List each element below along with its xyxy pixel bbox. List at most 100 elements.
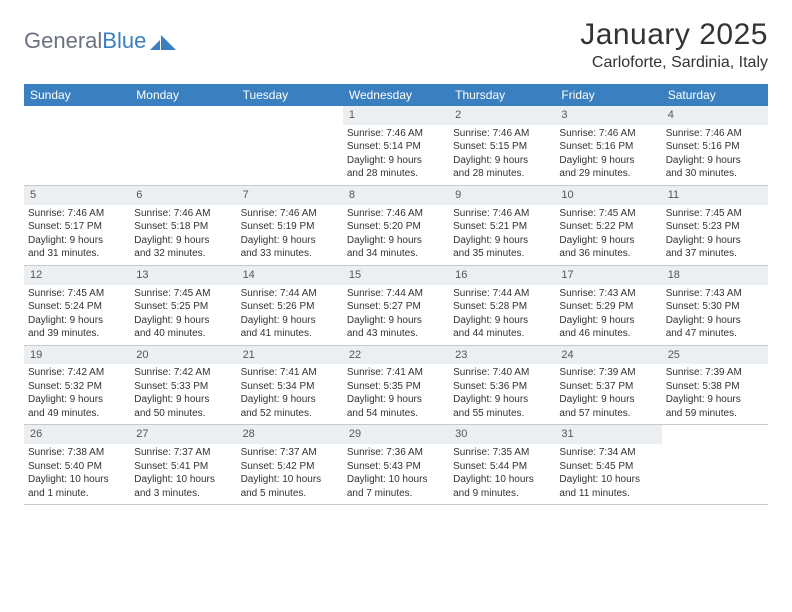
day-info-line: and 3 minutes. [134, 487, 232, 501]
day-info-line: Sunrise: 7:46 AM [241, 207, 339, 221]
day-number: 31 [555, 425, 661, 444]
day-info-line: Sunset: 5:24 PM [28, 300, 126, 314]
day-info-line: Sunset: 5:20 PM [347, 220, 445, 234]
day-info-line: Daylight: 9 hours [453, 314, 551, 328]
day-info-line: Sunset: 5:30 PM [666, 300, 764, 314]
day-info-line: Daylight: 9 hours [28, 393, 126, 407]
day-info-line: and 29 minutes. [559, 167, 657, 181]
day-info-line: and 43 minutes. [347, 327, 445, 341]
day-info-line: and 36 minutes. [559, 247, 657, 261]
day-number: 11 [662, 186, 768, 205]
day-cell [662, 425, 768, 504]
day-info-line: Daylight: 9 hours [28, 314, 126, 328]
day-info-line: Sunset: 5:35 PM [347, 380, 445, 394]
day-info-line: Sunset: 5:18 PM [134, 220, 232, 234]
day-info-line: Daylight: 9 hours [241, 393, 339, 407]
day-info-line: and 30 minutes. [666, 167, 764, 181]
day-info-line: Daylight: 10 hours [347, 473, 445, 487]
day-info-line: Daylight: 9 hours [453, 234, 551, 248]
day-info-line: Daylight: 10 hours [134, 473, 232, 487]
day-number: 10 [555, 186, 661, 205]
dayhead-wednesday: Wednesday [343, 84, 449, 106]
day-info-line: and 46 minutes. [559, 327, 657, 341]
day-info-line: Sunrise: 7:34 AM [559, 446, 657, 460]
brand-part1: General [24, 28, 102, 54]
day-info-line: Sunset: 5:22 PM [559, 220, 657, 234]
day-number: 25 [662, 346, 768, 365]
day-number: 30 [449, 425, 555, 444]
day-info-line: and 35 minutes. [453, 247, 551, 261]
day-cell: 2Sunrise: 7:46 AMSunset: 5:15 PMDaylight… [449, 106, 555, 185]
day-info-line: and 1 minute. [28, 487, 126, 501]
day-info-line: Sunrise: 7:44 AM [453, 287, 551, 301]
day-info-line: Daylight: 9 hours [559, 314, 657, 328]
day-info-line: Sunrise: 7:46 AM [28, 207, 126, 221]
day-number: 18 [662, 266, 768, 285]
day-info-line: Sunset: 5:25 PM [134, 300, 232, 314]
day-info-line: Daylight: 9 hours [666, 154, 764, 168]
day-info-line: Sunrise: 7:42 AM [28, 366, 126, 380]
week-row: 5Sunrise: 7:46 AMSunset: 5:17 PMDaylight… [24, 186, 768, 266]
day-info-line: and 5 minutes. [241, 487, 339, 501]
day-info-line: Sunset: 5:41 PM [134, 460, 232, 474]
day-number: 5 [24, 186, 130, 205]
day-info-line: Sunrise: 7:44 AM [241, 287, 339, 301]
day-cell: 1Sunrise: 7:46 AMSunset: 5:14 PMDaylight… [343, 106, 449, 185]
day-info-line: Daylight: 9 hours [134, 393, 232, 407]
calendar-grid: Sunday Monday Tuesday Wednesday Thursday… [24, 84, 768, 505]
day-info-line: Daylight: 10 hours [559, 473, 657, 487]
day-info-line: Daylight: 10 hours [453, 473, 551, 487]
day-number: 29 [343, 425, 449, 444]
day-info-line: Sunset: 5:32 PM [28, 380, 126, 394]
day-info-line: and 47 minutes. [666, 327, 764, 341]
day-info-line: Daylight: 9 hours [559, 234, 657, 248]
week-row: 12Sunrise: 7:45 AMSunset: 5:24 PMDayligh… [24, 266, 768, 346]
day-info-line: Sunrise: 7:46 AM [134, 207, 232, 221]
day-info-line: Sunrise: 7:41 AM [347, 366, 445, 380]
day-info-line: and 59 minutes. [666, 407, 764, 421]
week-row: 26Sunrise: 7:38 AMSunset: 5:40 PMDayligh… [24, 425, 768, 505]
weeks-container: 1Sunrise: 7:46 AMSunset: 5:14 PMDaylight… [24, 106, 768, 505]
day-info-line: Daylight: 9 hours [453, 154, 551, 168]
day-info-line: Sunset: 5:29 PM [559, 300, 657, 314]
day-cell: 26Sunrise: 7:38 AMSunset: 5:40 PMDayligh… [24, 425, 130, 504]
day-info-line: Sunrise: 7:37 AM [241, 446, 339, 460]
day-cell: 30Sunrise: 7:35 AMSunset: 5:44 PMDayligh… [449, 425, 555, 504]
location-text: Carloforte, Sardinia, Italy [580, 54, 768, 72]
dayhead-thursday: Thursday [449, 84, 555, 106]
day-info-line: and 44 minutes. [453, 327, 551, 341]
day-info-line: Sunrise: 7:44 AM [347, 287, 445, 301]
day-cell: 20Sunrise: 7:42 AMSunset: 5:33 PMDayligh… [130, 346, 236, 425]
day-cell: 21Sunrise: 7:41 AMSunset: 5:34 PMDayligh… [237, 346, 343, 425]
day-number: 2 [449, 106, 555, 125]
day-info-line: and 9 minutes. [453, 487, 551, 501]
day-info-line: Sunrise: 7:41 AM [241, 366, 339, 380]
day-info-line: Sunset: 5:26 PM [241, 300, 339, 314]
day-info-line: Sunset: 5:21 PM [453, 220, 551, 234]
day-info-line: Sunset: 5:45 PM [559, 460, 657, 474]
day-info-line: Daylight: 9 hours [347, 393, 445, 407]
day-cell: 22Sunrise: 7:41 AMSunset: 5:35 PMDayligh… [343, 346, 449, 425]
day-cell: 27Sunrise: 7:37 AMSunset: 5:41 PMDayligh… [130, 425, 236, 504]
day-info-line: Daylight: 9 hours [28, 234, 126, 248]
day-info-line: Sunset: 5:42 PM [241, 460, 339, 474]
day-cell: 8Sunrise: 7:46 AMSunset: 5:20 PMDaylight… [343, 186, 449, 265]
day-info-line: Sunrise: 7:46 AM [347, 207, 445, 221]
title-block: January 2025 Carloforte, Sardinia, Italy [580, 18, 768, 72]
day-info-line: Sunrise: 7:45 AM [28, 287, 126, 301]
day-info-line: Daylight: 9 hours [134, 314, 232, 328]
dayhead-tuesday: Tuesday [237, 84, 343, 106]
day-cell: 3Sunrise: 7:46 AMSunset: 5:16 PMDaylight… [555, 106, 661, 185]
day-number: 27 [130, 425, 236, 444]
day-info-line: Sunset: 5:36 PM [453, 380, 551, 394]
week-row: 19Sunrise: 7:42 AMSunset: 5:32 PMDayligh… [24, 346, 768, 426]
day-info-line: Sunrise: 7:38 AM [28, 446, 126, 460]
day-cell: 13Sunrise: 7:45 AMSunset: 5:25 PMDayligh… [130, 266, 236, 345]
day-number: 4 [662, 106, 768, 125]
day-number: 20 [130, 346, 236, 365]
day-info-line: Sunset: 5:38 PM [666, 380, 764, 394]
day-info-line: Daylight: 9 hours [559, 154, 657, 168]
day-cell: 31 Sunrise: 7:34 AMSunset: 5:45 PMDayligh… [555, 425, 661, 504]
day-number: 14 [237, 266, 343, 285]
day-number: 3 [555, 106, 661, 125]
